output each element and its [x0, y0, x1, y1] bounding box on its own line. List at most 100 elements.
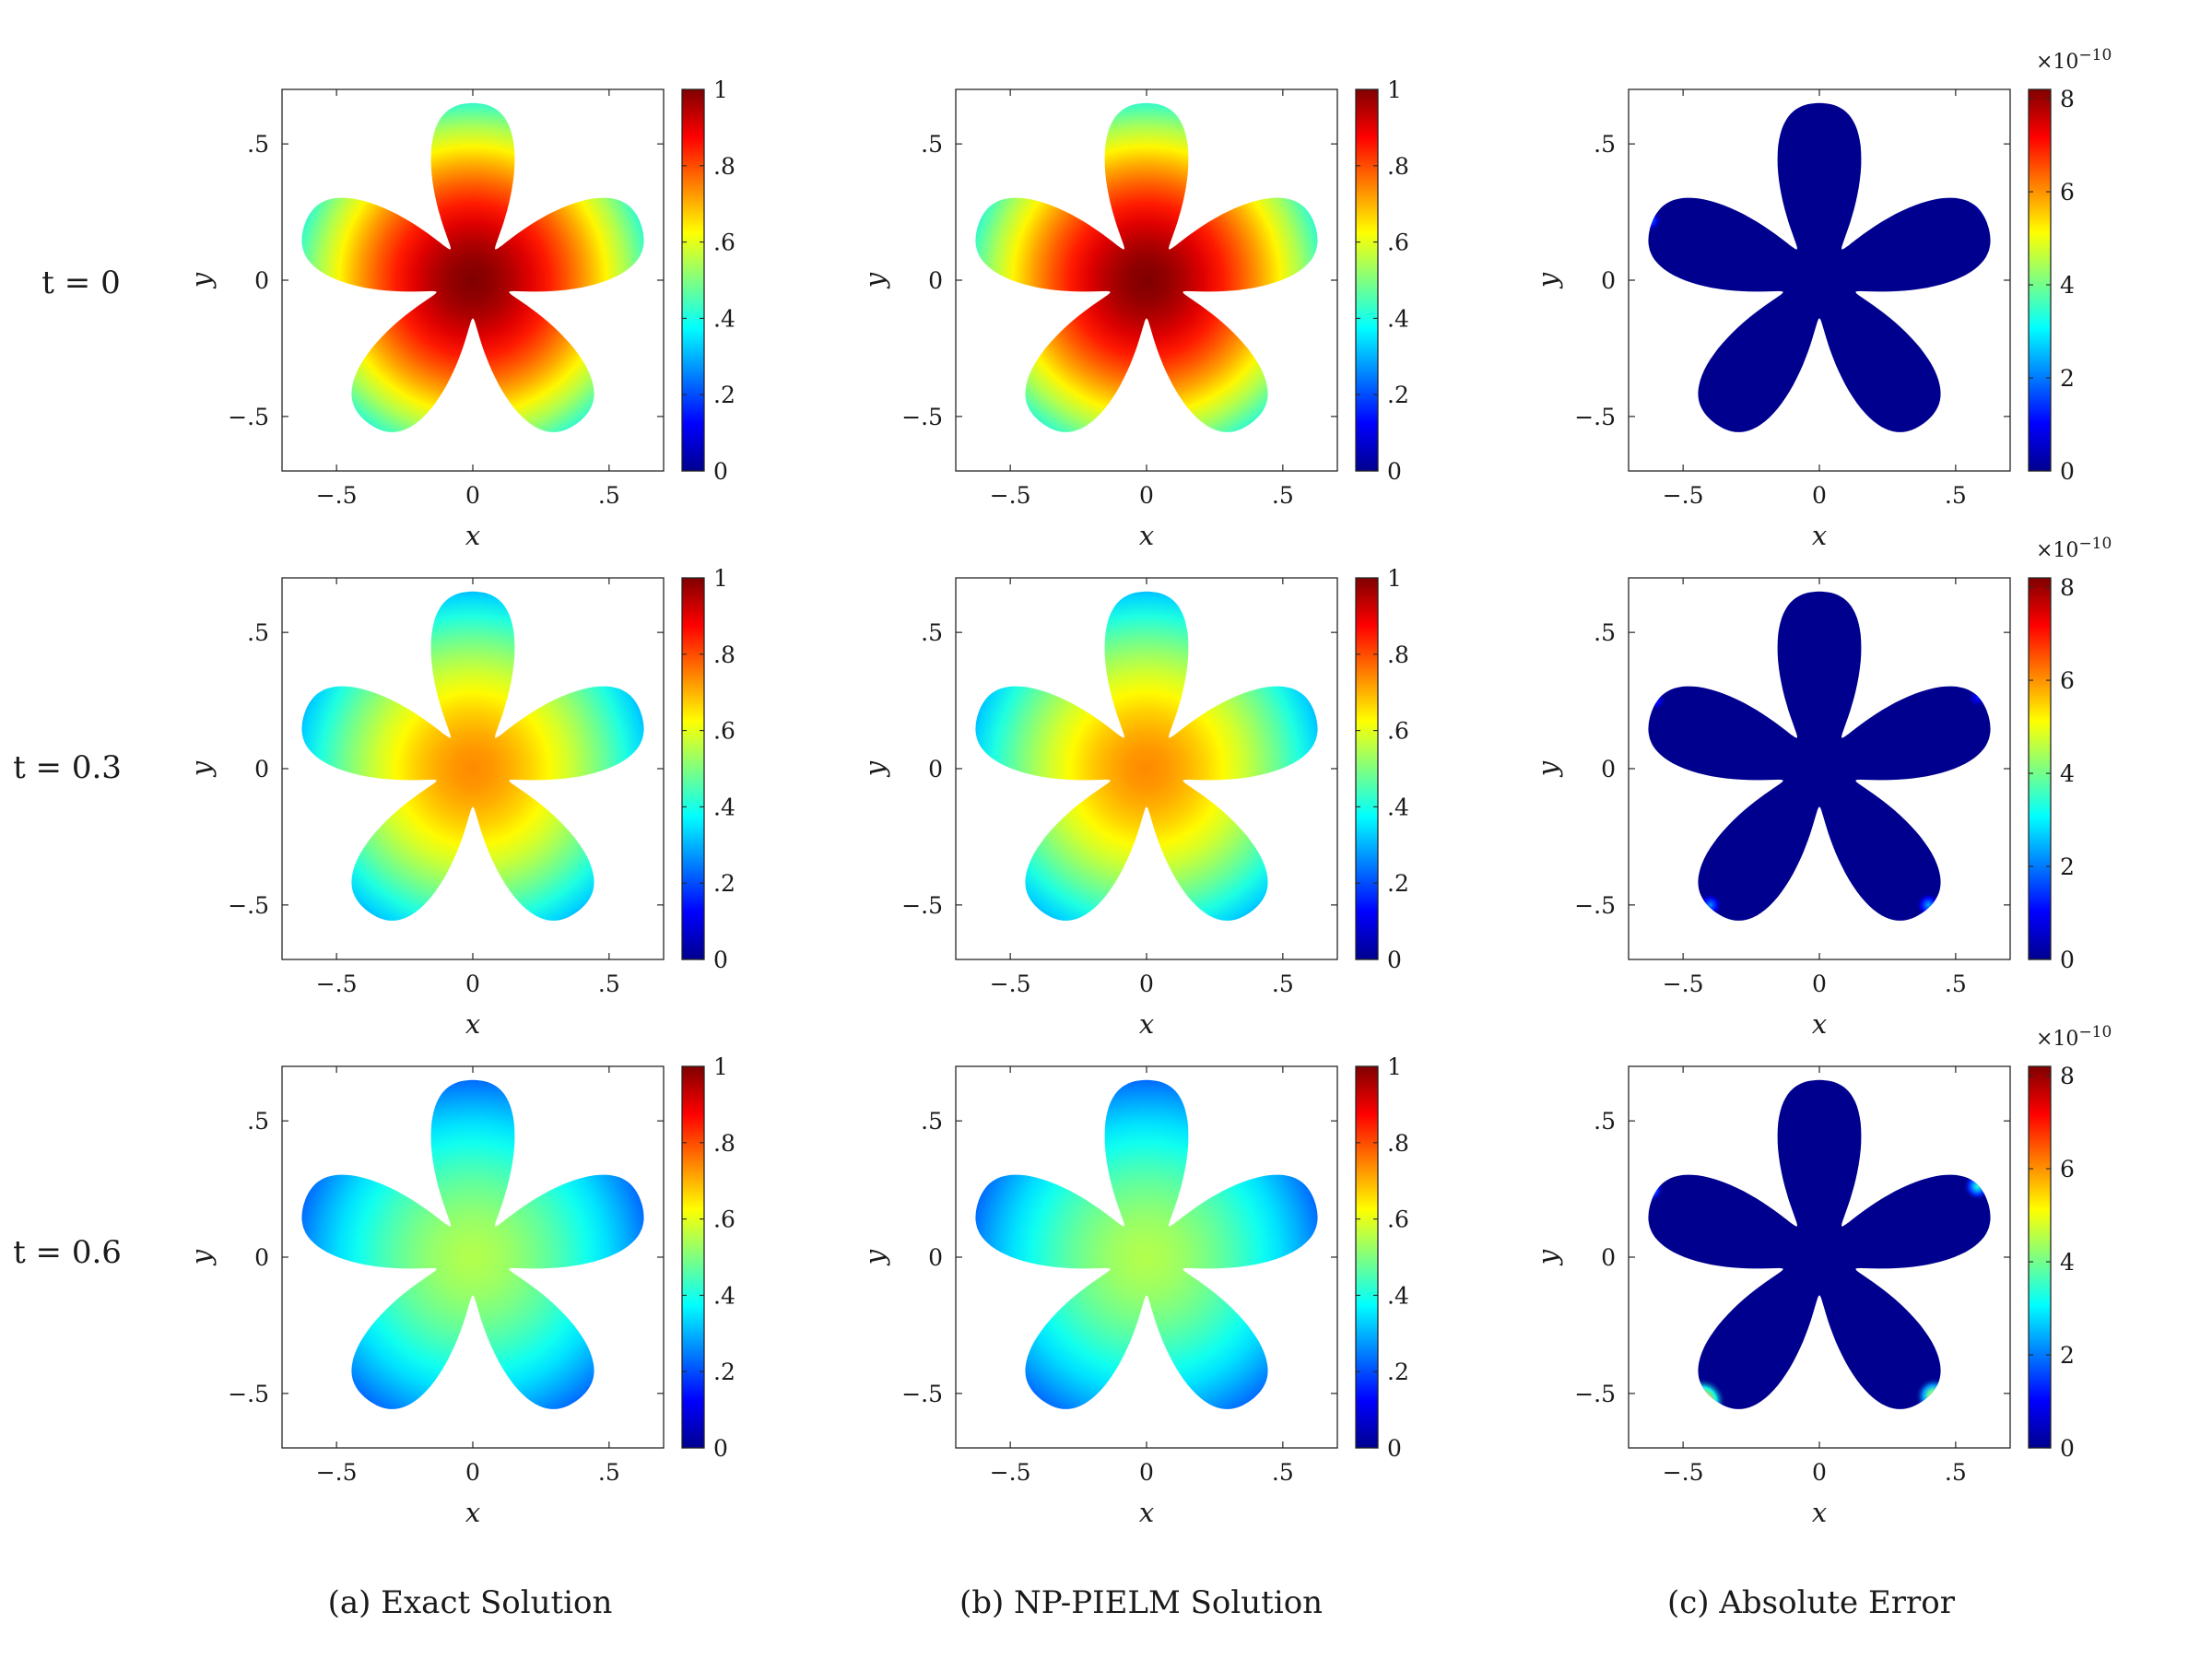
x-tick-label: .5 — [1272, 482, 1294, 509]
colorbar: 0 .2 .4 .6 .8 1 — [1355, 76, 1409, 485]
x-tick-label: −.5 — [990, 482, 1031, 509]
x-tick-label: −.5 — [1663, 971, 1704, 997]
panel-b-t0.3: −.5 0 .5 −.5 0 .5 x y 0 .2 .4 .6 .8 1 — [859, 565, 1409, 1040]
x-tick-label: .5 — [1945, 482, 1967, 509]
y-axis-label: y — [185, 272, 217, 289]
colorbar-gradient — [2028, 577, 2052, 960]
y-tick-label: 0 — [1601, 1244, 1616, 1271]
colorbar-tick-label: 0 — [713, 947, 728, 973]
colorbar-tick-label: 2 — [2060, 853, 2075, 880]
colorbar: 0 2 4 6 8 ×10−10 — [2028, 535, 2112, 973]
colorbar-tick-label: .6 — [713, 718, 735, 745]
panel-a-t0.3: −.5 0 .5 −.5 0 .5 x y 0 .2 .4 .6 .8 1 — [185, 565, 735, 1040]
colorbar-tick-label: 6 — [2060, 179, 2075, 206]
x-axis-label: x — [465, 1008, 480, 1040]
colorbar-gradient — [681, 1065, 705, 1449]
panel-c-t0.3: −.5 0 .5 −.5 0 .5 x y 0 2 4 6 8 ×10−10 — [1532, 535, 2112, 1040]
heatmap-field — [1648, 102, 1991, 432]
colorbar-tick-label: 6 — [2060, 1156, 2075, 1182]
x-tick-label: .5 — [1272, 1459, 1294, 1486]
colorbar-tick-label: .2 — [1387, 870, 1409, 897]
colorbar-tick-label: .8 — [713, 1130, 735, 1157]
error-background — [1648, 591, 1991, 921]
x-axis-label: x — [465, 520, 480, 551]
x-axis-label: x — [1139, 520, 1154, 551]
colorbar-tick-label: 0 — [2060, 458, 2075, 485]
colorbar-tick-label: .4 — [713, 794, 735, 820]
y-axis-label: y — [1532, 272, 1563, 289]
x-tick-label: −.5 — [316, 971, 358, 997]
colorbar-tick-label: .2 — [713, 382, 735, 408]
colorbar-tick-label: .2 — [713, 1359, 735, 1385]
y-tick-label: −.5 — [901, 404, 943, 430]
colorbar-tick-label: 1 — [1387, 76, 1402, 103]
heatmap-field — [301, 1079, 644, 1409]
y-tick-label: 0 — [928, 267, 943, 294]
x-axis-label: x — [465, 1497, 480, 1528]
x-tick-label: .5 — [1272, 971, 1294, 997]
colorbar-tick-label: .6 — [1387, 229, 1409, 256]
row-labels: t = 0 t = 0.3 t = 0.6 — [13, 265, 122, 1271]
error-hotspot — [1916, 892, 1941, 918]
x-axis-label: x — [1812, 1497, 1827, 1528]
colorbar-tick-label: 1 — [1387, 565, 1402, 592]
x-tick-label: 0 — [1139, 482, 1154, 509]
x-tick-label: 0 — [1812, 482, 1827, 509]
colorbar: 0 .2 .4 .6 .8 1 — [681, 565, 735, 973]
y-axis-label: y — [1532, 1249, 1563, 1266]
panel-a-t0.6: −.5 0 .5 −.5 0 .5 x y 0 .2 .4 .6 .8 1 — [185, 1053, 735, 1528]
caption-np-pielm-solution: (b) NP-PIELM Solution — [959, 1584, 1323, 1621]
colorbar-tick-label: .4 — [1387, 305, 1409, 332]
y-axis-label: y — [185, 1249, 217, 1266]
panel-b-t0: −.5 0 .5 −.5 0 .5 x y 0 .2 .4 .6 .8 1 — [859, 76, 1409, 551]
colorbar-tick-label: .6 — [713, 229, 735, 256]
colorbar-tick-label: 0 — [2060, 1435, 2075, 1462]
x-tick-label: .5 — [1945, 971, 1967, 997]
colorbar-tick-label: .4 — [713, 305, 735, 332]
y-tick-label: 0 — [254, 267, 269, 294]
y-axis-label: y — [185, 760, 217, 778]
y-tick-label: 0 — [1601, 756, 1616, 782]
y-tick-label: 0 — [1601, 267, 1616, 294]
error-hotspot — [1971, 193, 1991, 216]
y-tick-label: .5 — [921, 619, 943, 646]
colorbar: 0 .2 .4 .6 .8 1 — [681, 1053, 735, 1462]
panel-b-t0.6: −.5 0 .5 −.5 0 .5 x y 0 .2 .4 .6 .8 1 — [859, 1053, 1409, 1528]
error-hotspot — [1698, 893, 1723, 917]
colorbar: 0 2 4 6 8 ×10−10 — [2028, 46, 2112, 485]
y-tick-label: −.5 — [228, 892, 269, 919]
colorbar-tick-label: .6 — [1387, 718, 1409, 745]
x-tick-label: 0 — [465, 482, 480, 509]
solution-field — [975, 1079, 1318, 1409]
y-axis-label: y — [859, 1249, 890, 1266]
colorbar-tick-label: .8 — [1387, 153, 1409, 180]
error-hotspot — [1915, 1377, 1953, 1409]
caption-absolute-error: (c) Absolute Error — [1667, 1584, 1956, 1621]
colorbar: 0 .2 .4 .6 .8 1 — [1355, 565, 1409, 973]
y-tick-label: 0 — [928, 756, 943, 782]
y-tick-label: .5 — [1594, 1108, 1616, 1135]
row-label-t0: t = 0 — [41, 265, 120, 301]
x-tick-label: .5 — [598, 482, 620, 509]
colorbar-scale-label: ×10−10 — [2036, 1023, 2112, 1051]
panel-c-t0.6: −.5 0 .5 −.5 0 .5 x y 0 2 4 6 8 ×10−10 — [1532, 1023, 2112, 1528]
y-tick-label: .5 — [921, 1108, 943, 1135]
colorbar: 0 .2 .4 .6 .8 1 — [1355, 1053, 1409, 1462]
error-hotspot — [1648, 1175, 1665, 1203]
colorbar-tick-label: 2 — [2060, 1342, 2075, 1369]
panel-a-t0: −.5 0 .5 −.5 0 .5 x y 0 .2 .4 .6 .8 1 — [185, 76, 735, 551]
x-axis-label: x — [1812, 1008, 1827, 1040]
colorbar-tick-label: 1 — [713, 1053, 728, 1080]
colorbar-tick-label: .2 — [1387, 1359, 1409, 1385]
heatmap-field — [975, 102, 1318, 432]
x-tick-label: −.5 — [990, 971, 1031, 997]
error-hotspot — [1967, 688, 1988, 708]
y-axis-label: y — [859, 272, 890, 289]
colorbar-tick-label: 4 — [2060, 272, 2075, 299]
colorbar-gradient — [1355, 88, 1379, 472]
colorbar-tick-label: .8 — [1387, 1130, 1409, 1157]
x-tick-label: −.5 — [1663, 482, 1704, 509]
colorbar-tick-label: .2 — [1387, 382, 1409, 408]
x-tick-label: .5 — [598, 971, 620, 997]
heatmap-field — [1648, 591, 1991, 921]
